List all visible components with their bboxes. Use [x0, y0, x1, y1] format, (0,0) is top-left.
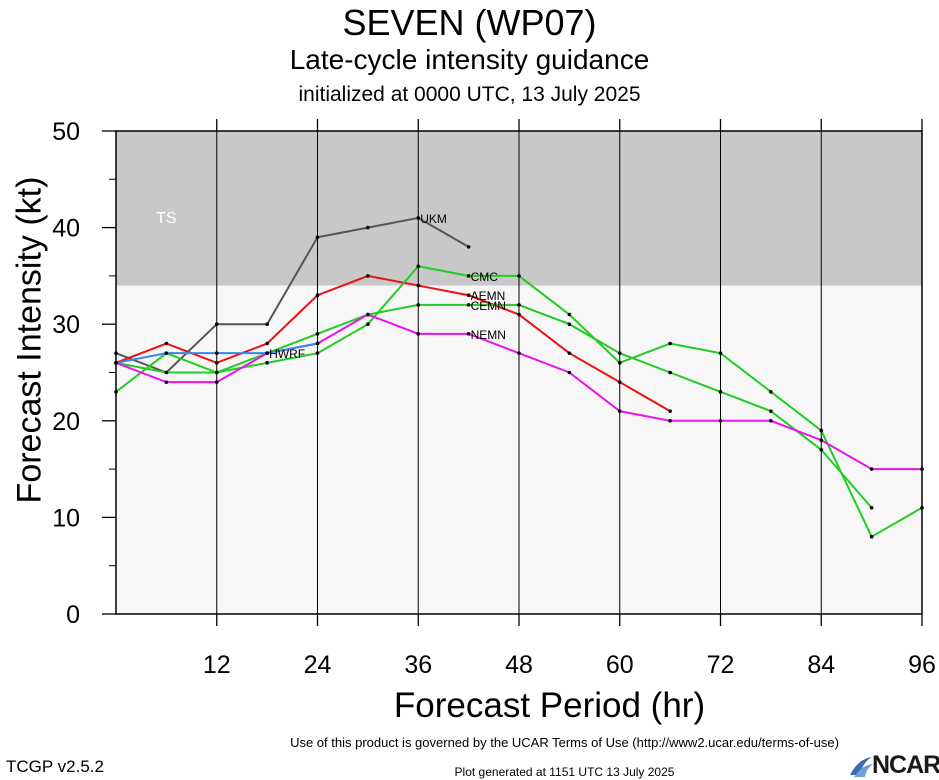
data-point	[668, 341, 672, 346]
data-point	[466, 293, 471, 298]
data-point	[366, 225, 370, 230]
data-point	[164, 341, 169, 346]
data-point	[265, 361, 269, 365]
y-tick-label: 50	[52, 118, 80, 146]
series-ukm: UKM	[114, 212, 471, 375]
y-tick-label: 10	[52, 504, 80, 532]
data-point	[769, 390, 773, 394]
series-line	[115, 216, 470, 374]
series-layer: UKM AEMN CMC CEMN NEMN HWRF	[114, 212, 924, 539]
data-point	[567, 312, 572, 317]
data-point	[265, 341, 269, 346]
ts-band-label: TS	[156, 210, 176, 227]
ncar-logo: NCAR	[848, 751, 939, 779]
data-point	[466, 332, 471, 336]
axes-layer: 0 10 20 30 40 50 12 24 36 48 60 72 84 96	[52, 118, 936, 679]
x-tick-label: 60	[606, 651, 634, 679]
series-line	[115, 303, 873, 509]
data-point	[164, 370, 169, 375]
series-label: HWRF	[269, 347, 305, 361]
ncar-logo-icon	[850, 757, 873, 777]
generated-timestamp: Plot generated at 1151 UTC 13 July 2025	[454, 765, 675, 779]
ncar-logo-text: NCAR	[872, 751, 939, 779]
series-label: AEMN	[471, 289, 506, 303]
series-aemn: AEMN	[114, 274, 672, 413]
data-point	[265, 322, 269, 327]
initialization-time: initialized at 0000 UTC, 13 July 2025	[298, 83, 641, 106]
data-point	[668, 409, 672, 413]
data-point	[567, 351, 572, 355]
y-axis-label: Forecast Intensity (kt)	[10, 176, 49, 504]
y-tick-label: 40	[52, 215, 80, 243]
series-label: NEMN	[471, 328, 506, 342]
y-tick-label: 20	[52, 408, 80, 436]
data-point	[567, 370, 572, 375]
data-point	[869, 505, 874, 510]
data-point	[164, 351, 169, 355]
series-cemn: CEMN	[114, 299, 874, 510]
data-point	[265, 351, 269, 355]
data-point	[668, 419, 672, 423]
x-tick-label: 48	[505, 651, 533, 679]
data-point	[567, 322, 572, 327]
data-point	[466, 274, 471, 278]
series-line	[115, 274, 671, 413]
data-point	[869, 467, 874, 471]
x-tick-label: 36	[404, 651, 432, 679]
data-point	[869, 534, 874, 539]
data-point	[466, 245, 471, 249]
chart-subtitle: Late-cycle intensity guidance	[289, 44, 650, 75]
series-label: CMC	[471, 270, 499, 284]
data-point	[366, 274, 370, 278]
data-point	[366, 322, 370, 327]
data-point	[769, 409, 773, 413]
x-axis-label: Forecast Period (hr)	[393, 686, 706, 725]
x-tick-label: 24	[304, 651, 332, 679]
terms-of-use-notice: Use of this product is governed by the U…	[290, 735, 839, 750]
x-tick-label: 72	[707, 651, 735, 679]
version-label: TCGP v2.5.2	[6, 757, 104, 776]
x-tick-label: 84	[807, 651, 835, 679]
x-tick-label: 12	[203, 651, 231, 679]
data-point	[164, 380, 169, 384]
series-label: CEMN	[471, 299, 506, 313]
data-point	[366, 312, 370, 317]
chart-title: SEVEN (WP07)	[342, 2, 597, 43]
y-tick-label: 30	[52, 311, 80, 339]
data-point	[668, 370, 672, 375]
x-tick-label: 96	[908, 651, 936, 679]
data-point	[769, 419, 773, 423]
y-tick-label: 0	[66, 601, 80, 629]
series-label: UKM	[420, 212, 447, 226]
data-point	[466, 303, 471, 307]
